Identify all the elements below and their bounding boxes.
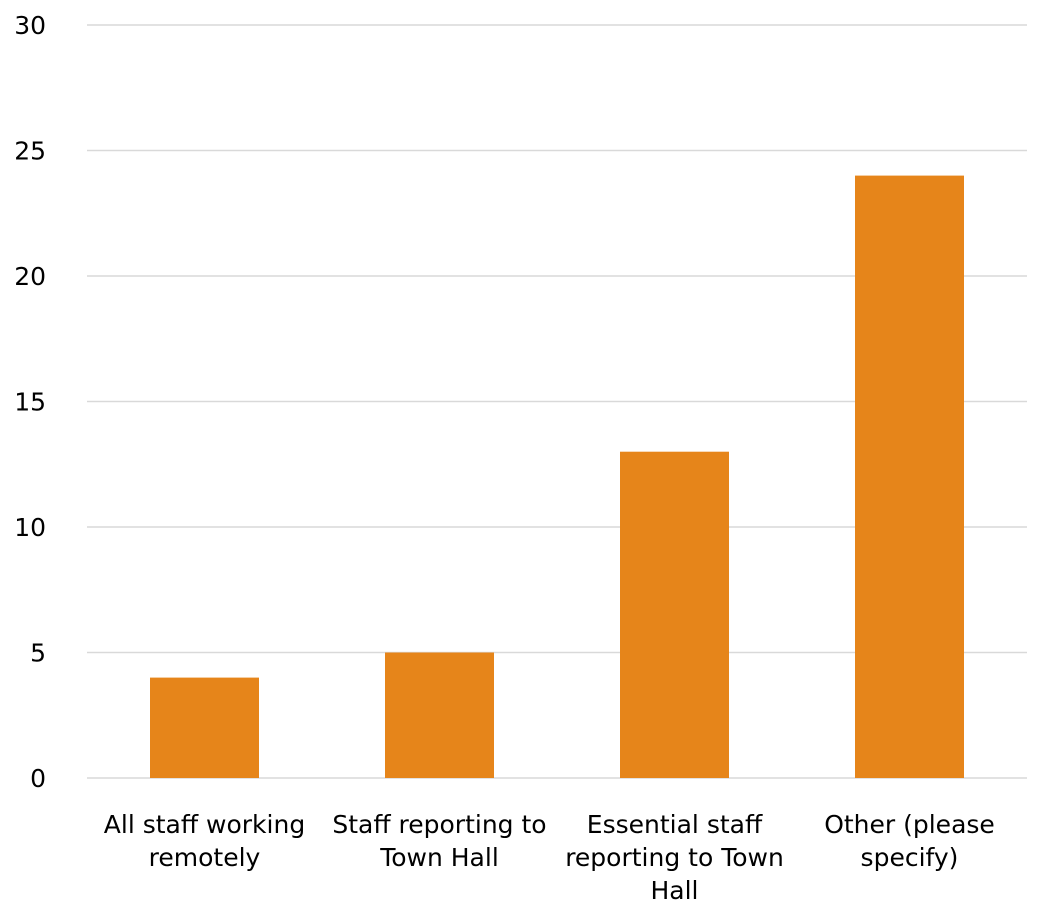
y-tick-label: 20 <box>14 262 46 291</box>
x-category-label: Essential staff reporting to Town Hall <box>565 810 784 905</box>
y-tick-label: 5 <box>30 639 46 668</box>
bar <box>855 175 964 779</box>
y-tick-label: 15 <box>14 388 46 417</box>
bar <box>385 652 494 778</box>
x-category-label-line: All staff working <box>104 810 305 839</box>
bars <box>150 175 964 779</box>
x-category-label-line: remotely <box>149 843 261 872</box>
x-category-label-line: Other (please <box>824 810 995 839</box>
x-category-label: Staff reporting to Town Hall <box>332 810 546 872</box>
bar <box>150 677 259 778</box>
x-category-label-line: reporting to Town <box>565 843 784 872</box>
y-tick-label: 10 <box>14 513 46 542</box>
gridlines <box>87 24 1027 779</box>
x-axis-category-labels: All staff working remotely Staff reporting… <box>104 810 995 905</box>
x-category-label-line: Essential staff <box>587 810 763 839</box>
x-category-label: All staff working remotely <box>104 810 305 872</box>
x-category-label-line: Town Hall <box>379 843 499 872</box>
x-category-label-line: specify) <box>861 843 959 872</box>
y-tick-label: 30 <box>14 11 46 40</box>
x-category-label-line: Hall <box>650 876 698 905</box>
x-category-label: Other (please specify) <box>824 810 995 872</box>
y-axis-tick-labels: 0 5 10 15 20 25 30 <box>14 11 46 793</box>
bar <box>620 451 729 778</box>
x-category-label-line: Staff reporting to <box>332 810 546 839</box>
y-tick-label: 0 <box>30 764 46 793</box>
y-tick-label: 25 <box>14 137 46 166</box>
